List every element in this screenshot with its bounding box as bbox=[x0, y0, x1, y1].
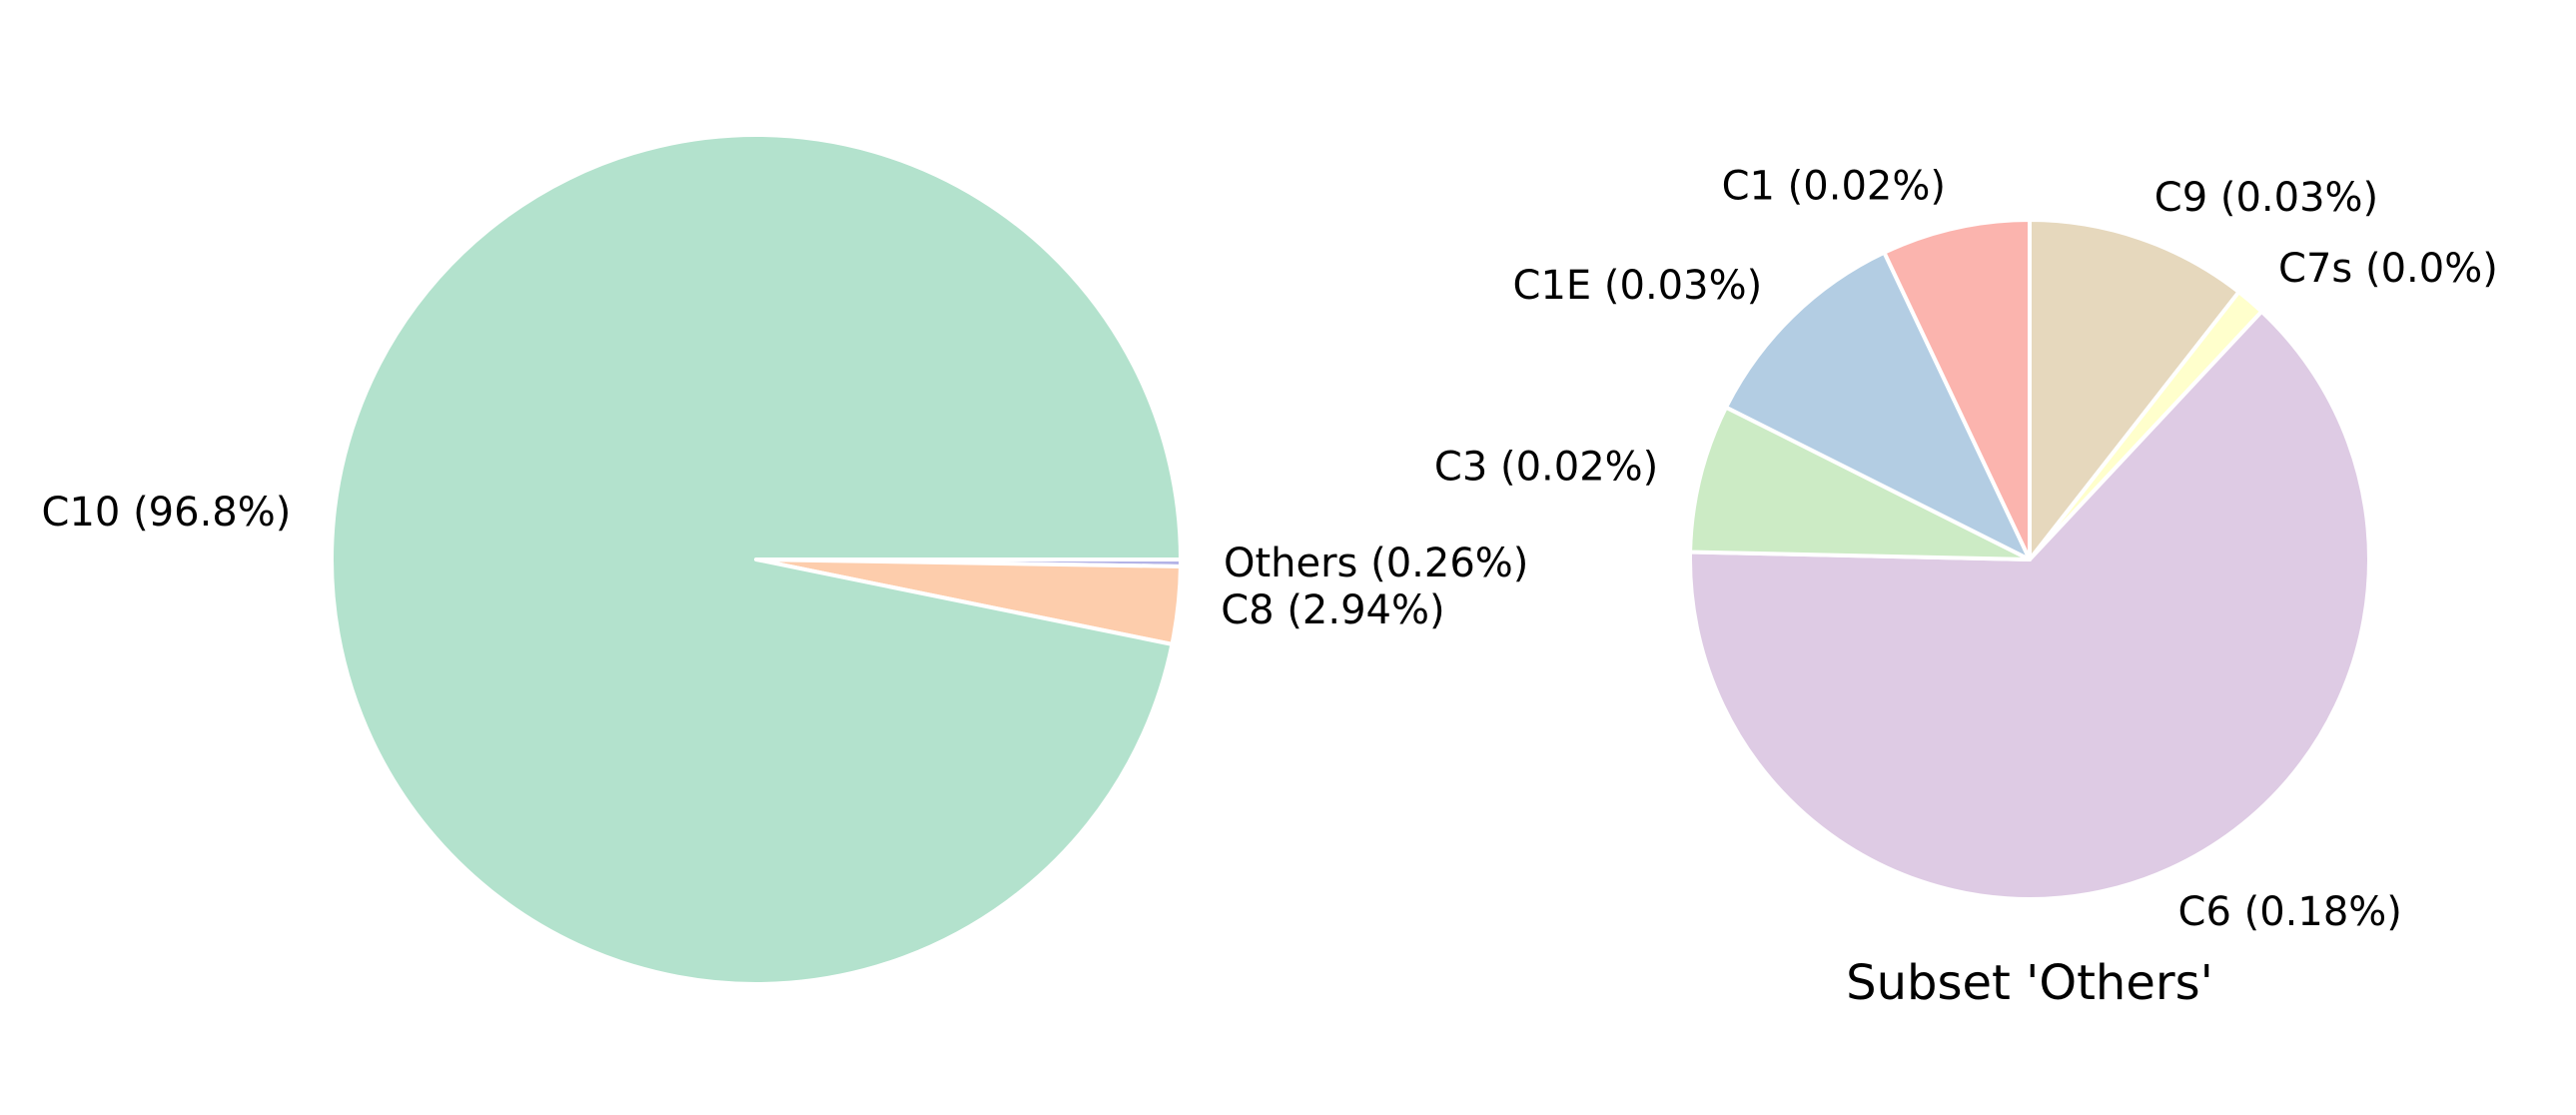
pie-label-c7s: C7s (0.0%) bbox=[2278, 246, 2498, 292]
pie-label-c6: C6 (0.18%) bbox=[2178, 889, 2402, 935]
pie-label-c9: C9 (0.03%) bbox=[2154, 175, 2378, 221]
pie-subset-others: C9 (0.03%) C7s (0.0%) C6 (0.18%) C3 (0.02%)… bbox=[1434, 163, 2498, 935]
pie-label-others: Others (0.26%) bbox=[1224, 541, 1528, 586]
pie-label-c3: C3 (0.02%) bbox=[1434, 445, 1658, 491]
pie-slice-c1 bbox=[1882, 218, 2032, 561]
pie-main: Others (0.26%)C8 (2.94%) C10 (96.8%) bbox=[42, 133, 1528, 987]
pie-slice-c6 bbox=[1688, 309, 2371, 901]
pie-slice-c9 bbox=[2028, 218, 2241, 561]
pie-label-c1e: C1E (0.03%) bbox=[1513, 263, 1763, 309]
pie-label-c1: C1 (0.02%) bbox=[1722, 163, 1946, 209]
pie-slice-c10 bbox=[330, 133, 1183, 987]
pie-slice-c1e bbox=[1724, 250, 2032, 561]
subset-others-title: Subset 'Others' bbox=[1846, 955, 2213, 1011]
pie-label-c10: C10 (96.8%) bbox=[42, 490, 292, 536]
pie-slice-c3 bbox=[1688, 405, 2032, 561]
pie-label-c8: C8 (2.94%) bbox=[1221, 587, 1444, 633]
